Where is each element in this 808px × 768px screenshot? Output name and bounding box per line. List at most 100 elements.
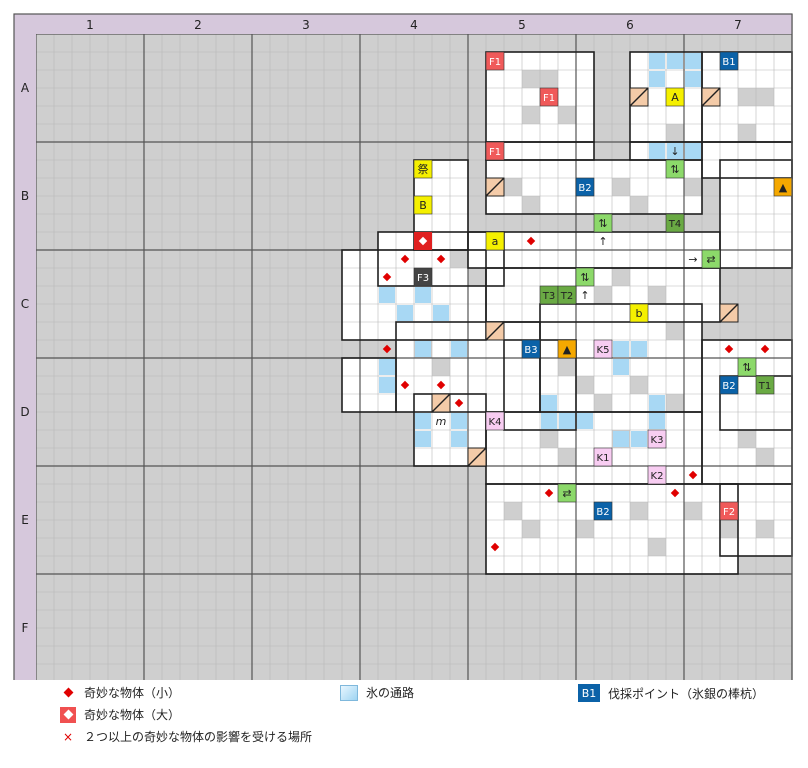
svg-text:▲: ▲ <box>779 181 788 194</box>
map-marker: B3 <box>521 339 541 359</box>
legend-ice-path: 氷の通路 <box>340 684 414 701</box>
ice-path-cell <box>649 143 665 159</box>
svg-text:K2: K2 <box>651 471 664 482</box>
ice-path-cell <box>541 413 557 429</box>
svg-text:F1: F1 <box>489 57 501 68</box>
column-label: 2 <box>194 18 202 32</box>
svg-text:B1: B1 <box>722 57 735 68</box>
map-marker: B2 <box>593 501 613 521</box>
ice-path-cell <box>559 413 575 429</box>
ice-path-cell <box>613 341 629 357</box>
row-header-band <box>14 34 36 680</box>
small-object-marker <box>436 380 446 390</box>
row-label: A <box>21 81 30 95</box>
map-marker: K3 <box>647 429 667 449</box>
row-label: B <box>21 189 29 203</box>
svg-text:F1: F1 <box>489 147 501 158</box>
map-marker: K2 <box>647 465 667 485</box>
small-object-marker <box>382 344 392 354</box>
map-marker: → <box>688 253 697 266</box>
ice-path-cell <box>613 359 629 375</box>
map-headers: 1 2 3 4 5 6 7 A B C D E F <box>13 13 793 680</box>
row-label: C <box>21 297 29 311</box>
map-markers: F1 F1 F1 B1 A ↓ ⇅ ▲ 祭 B2 B ⇅ T4 a ↑ → ⇄ F3 ⇅ T3 T2 ↑ b B3 ▲ K5 ⇅ B2… <box>413 51 793 521</box>
svg-text:↑: ↑ <box>598 235 607 248</box>
small-object-marker <box>400 380 410 390</box>
svg-text:T2: T2 <box>560 291 573 302</box>
map-marker: ⇄ <box>701 249 721 269</box>
ice-path-cell <box>541 395 557 411</box>
svg-text:⇄: ⇄ <box>706 253 715 266</box>
ice-path-cell <box>631 431 647 447</box>
map-marker: ⇅ <box>737 357 757 377</box>
svg-text:A: A <box>671 91 679 104</box>
map-marker: T1 <box>755 375 775 395</box>
svg-text:祭: 祭 <box>418 163 429 176</box>
svg-text:→: → <box>688 253 697 266</box>
map-marker: m <box>436 415 447 428</box>
svg-text:↑: ↑ <box>580 289 589 302</box>
svg-text:a: a <box>492 235 499 248</box>
map-marker: ↑ <box>580 289 589 302</box>
map-marker: ⇄ <box>557 483 577 503</box>
ice-path-cell <box>649 395 665 411</box>
svg-text:F2: F2 <box>723 507 735 518</box>
map-marker: b <box>629 303 649 323</box>
svg-text:T1: T1 <box>758 381 771 392</box>
ice-path-cell <box>379 287 395 303</box>
ice-path-cell <box>397 305 413 321</box>
map-marker: F1 <box>539 87 559 107</box>
svg-text:⇅: ⇅ <box>598 217 607 230</box>
svg-text:⇄: ⇄ <box>562 487 571 500</box>
svg-text:B2: B2 <box>596 507 609 518</box>
svg-text:F1: F1 <box>543 93 555 104</box>
map-marker: T4 <box>665 213 685 233</box>
map-marker: ⇅ <box>665 159 685 179</box>
ice-path-cell <box>433 305 449 321</box>
small-object-marker <box>544 488 554 498</box>
svg-text:B2: B2 <box>722 381 735 392</box>
map-marker: ⇅ <box>593 213 613 233</box>
ice-path-cell <box>451 431 467 447</box>
map-marker: K1 <box>593 447 613 467</box>
svg-text:↓: ↓ <box>670 145 679 158</box>
felling-point-badge: B1 <box>578 684 600 702</box>
legend-large-object-label: 奇妙な物体（大） <box>84 708 181 722</box>
svg-text:K1: K1 <box>597 453 610 464</box>
ice-path-cell <box>649 413 665 429</box>
ice-path-cell <box>685 143 701 159</box>
svg-text:T3: T3 <box>542 291 555 302</box>
map-marker: B <box>413 195 433 215</box>
map-marker: F2 <box>719 501 739 521</box>
svg-text:K4: K4 <box>489 417 502 428</box>
large-object-icon <box>60 706 76 723</box>
ice-path-cell <box>631 341 647 357</box>
column-label: 3 <box>302 18 310 32</box>
column-label: 7 <box>734 18 742 32</box>
legend-small-object-label: 奇妙な物体（小） <box>84 686 181 700</box>
legend-felling-point: B1 伐採ポイント（氷銀の棒杭） <box>578 684 764 702</box>
map-marker: F1 <box>485 51 505 71</box>
map-marker: a <box>485 231 505 251</box>
ice-path-cell <box>415 287 431 303</box>
row-label: F <box>22 621 29 635</box>
column-label: 6 <box>626 18 634 32</box>
small-object-marker <box>724 344 734 354</box>
small-object-icon <box>60 685 76 701</box>
ice-path-cell <box>415 341 431 357</box>
map-marker: B1 <box>719 51 739 71</box>
svg-text:K3: K3 <box>651 435 664 446</box>
svg-text:⇅: ⇅ <box>580 271 589 284</box>
small-object-marker <box>490 542 500 552</box>
legend-felling-point-label: 伐採ポイント（氷銀の棒杭） <box>608 686 765 701</box>
column-label: 5 <box>518 18 526 32</box>
map-marker: K5 <box>593 339 613 359</box>
small-object-marker <box>454 398 464 408</box>
ice-path-cell <box>613 431 629 447</box>
map-marker: ↑ <box>598 235 607 248</box>
legend-ice-path-label: 氷の通路 <box>366 686 415 700</box>
ice-path-cell <box>577 413 593 429</box>
ice-path-cell <box>451 341 467 357</box>
ice-path-cell <box>649 53 665 69</box>
